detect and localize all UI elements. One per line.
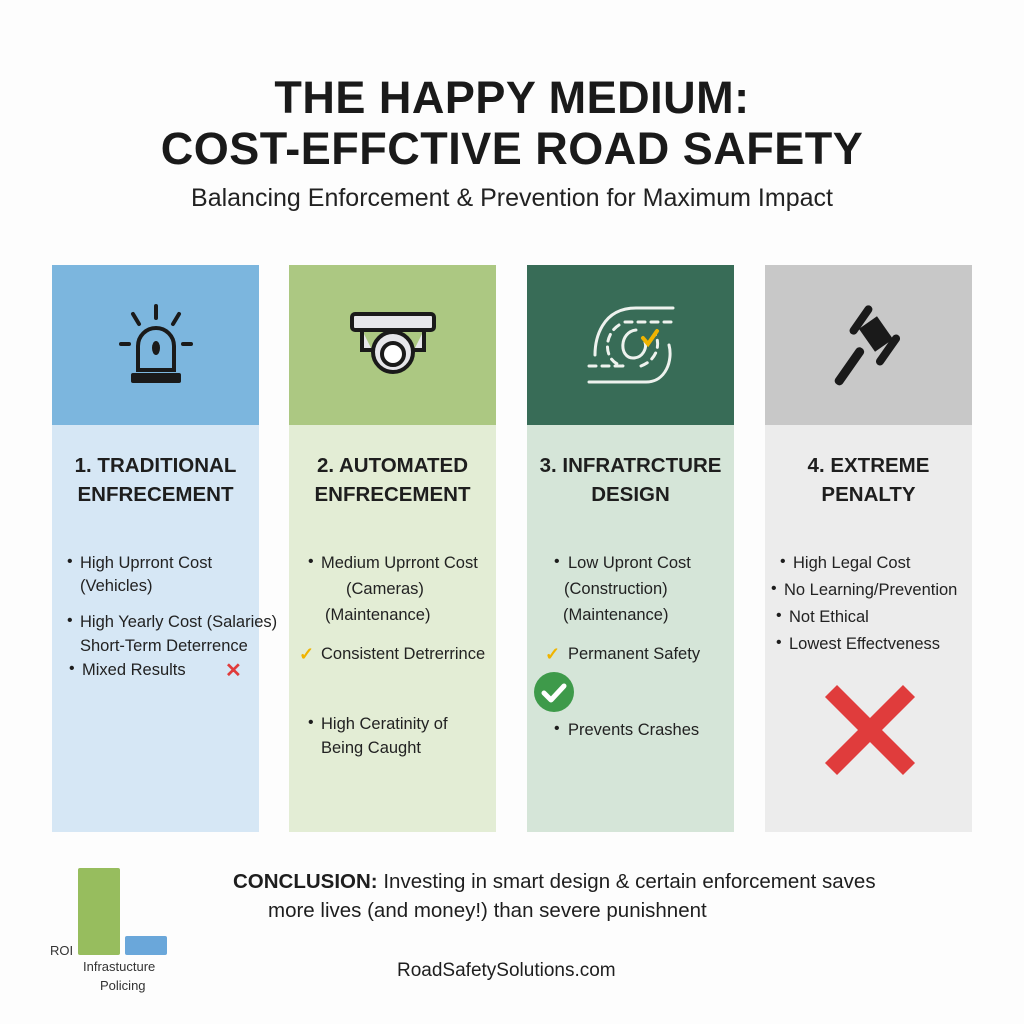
bullet-icon: •: [308, 553, 314, 570]
list-item-continued: (Cameras): [346, 580, 424, 598]
list-item: High Legal Cost: [793, 554, 911, 572]
bullet-icon: •: [67, 553, 73, 570]
list-item-continued: (Maintenance): [325, 606, 431, 624]
road-curve-icon: [587, 306, 674, 384]
bullet-icon: •: [67, 612, 73, 629]
bullet-icon: •: [554, 553, 560, 570]
list-item: High Ceratinity of: [321, 715, 448, 733]
large-cross-icon: [824, 684, 916, 776]
check-circle-icon: [534, 672, 574, 712]
list-item: Medium Uprront Cost: [321, 554, 478, 572]
column-heading: 4. EXTREME PENALTY: [807, 454, 930, 506]
column-header-band: [765, 265, 972, 425]
title-line-2: COST-EFFCTIVE ROAD SAFETY: [160, 123, 864, 174]
list-item: Consistent Detrerrince: [321, 645, 486, 663]
bullet-icon: •: [554, 720, 560, 737]
column-header-band: [289, 265, 496, 425]
column-heading: 3. INFRATRCTURE DESIGN: [539, 454, 722, 506]
siren-icon: [118, 304, 193, 383]
security-camera-icon: [349, 312, 436, 374]
cross-icon: ✕: [225, 660, 242, 682]
column-infrastructure-design: 3. INFRATRCTURE DESIGN • Low Upront Cost …: [527, 265, 734, 832]
gavel-icon: [834, 305, 900, 386]
column-extreme-penalty: 4. EXTREME PENALTY • High Legal Cost • No…: [765, 265, 972, 832]
bullet-icon: •: [308, 714, 314, 731]
list-item-continued: (Maintenance): [563, 606, 669, 624]
conclusion-line-1: CONCLUSION: Investing in smart design & …: [233, 870, 876, 894]
bullet-icon: •: [780, 553, 786, 570]
conclusion-label: CONCLUSION:: [233, 870, 378, 893]
column-heading: 2. AUTOMATED ENFRECEMENT: [314, 454, 471, 506]
column-header-band: [527, 265, 734, 425]
column-header-band: [52, 265, 259, 425]
list-item-continued: Being Caught: [321, 739, 421, 757]
roi-bar-infrastructure: [78, 868, 120, 955]
list-item: Prevents Crashes: [568, 721, 700, 739]
list-item: Low Upront Cost: [568, 554, 691, 572]
roi-category-label: Policing: [100, 978, 146, 993]
column-body: 2. AUTOMATED ENFRECEMENT • Medium Uprront…: [289, 425, 496, 832]
roi-category-label: Infrastucture: [83, 959, 156, 974]
conclusion-text: Investing in smart design & certain enfo…: [383, 870, 876, 893]
bullet-icon: •: [771, 580, 777, 597]
list-item: Lowest Effectveness: [789, 635, 941, 653]
roi-bar-policing: [125, 935, 167, 955]
list-item: Short-Term Deterrence: [80, 637, 248, 655]
column-automated-enforcement: 2. AUTOMATED ENFRECEMENT • Medium Uprront…: [289, 265, 496, 832]
list-item-continued: (Construction): [564, 580, 668, 598]
column-body: 3. INFRATRCTURE DESIGN • Low Upront Cost …: [527, 425, 734, 832]
subtitle: Balancing Enforcement & Prevention for M…: [191, 184, 833, 212]
list-item: Mixed Results: [82, 661, 186, 679]
list-item: High Yearly Cost (Salaries): [80, 613, 278, 631]
list-item: Permanent Safety: [568, 645, 701, 663]
column-body: 1. TRADITIONAL ENFRECEMENT • High Uprront…: [52, 425, 277, 832]
column-traditional-enforcement: 1. TRADITIONAL ENFRECEMENT • High Uprront…: [52, 265, 277, 832]
bullet-icon: •: [776, 634, 782, 651]
check-icon: ✓: [299, 644, 315, 664]
column-heading: 1. TRADITIONAL ENFRECEMENT: [74, 454, 237, 506]
title-line-1: THE HAPPY MEDIUM:: [274, 72, 750, 123]
list-item-continued: (Vehicles): [80, 577, 153, 595]
roi-axis-label: ROI: [50, 943, 74, 958]
conclusion-line-2: more lives (and money!) than severe puni…: [268, 899, 707, 922]
bullet-icon: •: [69, 660, 75, 677]
footer-website[interactable]: RoadSafetySolutions.com: [397, 960, 616, 981]
list-item: Not Ethical: [789, 608, 869, 626]
check-icon: ✓: [545, 644, 561, 664]
list-item: High Uprront Cost: [80, 554, 213, 572]
bullet-icon: •: [776, 607, 782, 624]
list-item: No Learning/Prevention: [784, 581, 958, 599]
column-body: 4. EXTREME PENALTY • High Legal Cost • No…: [765, 425, 972, 832]
